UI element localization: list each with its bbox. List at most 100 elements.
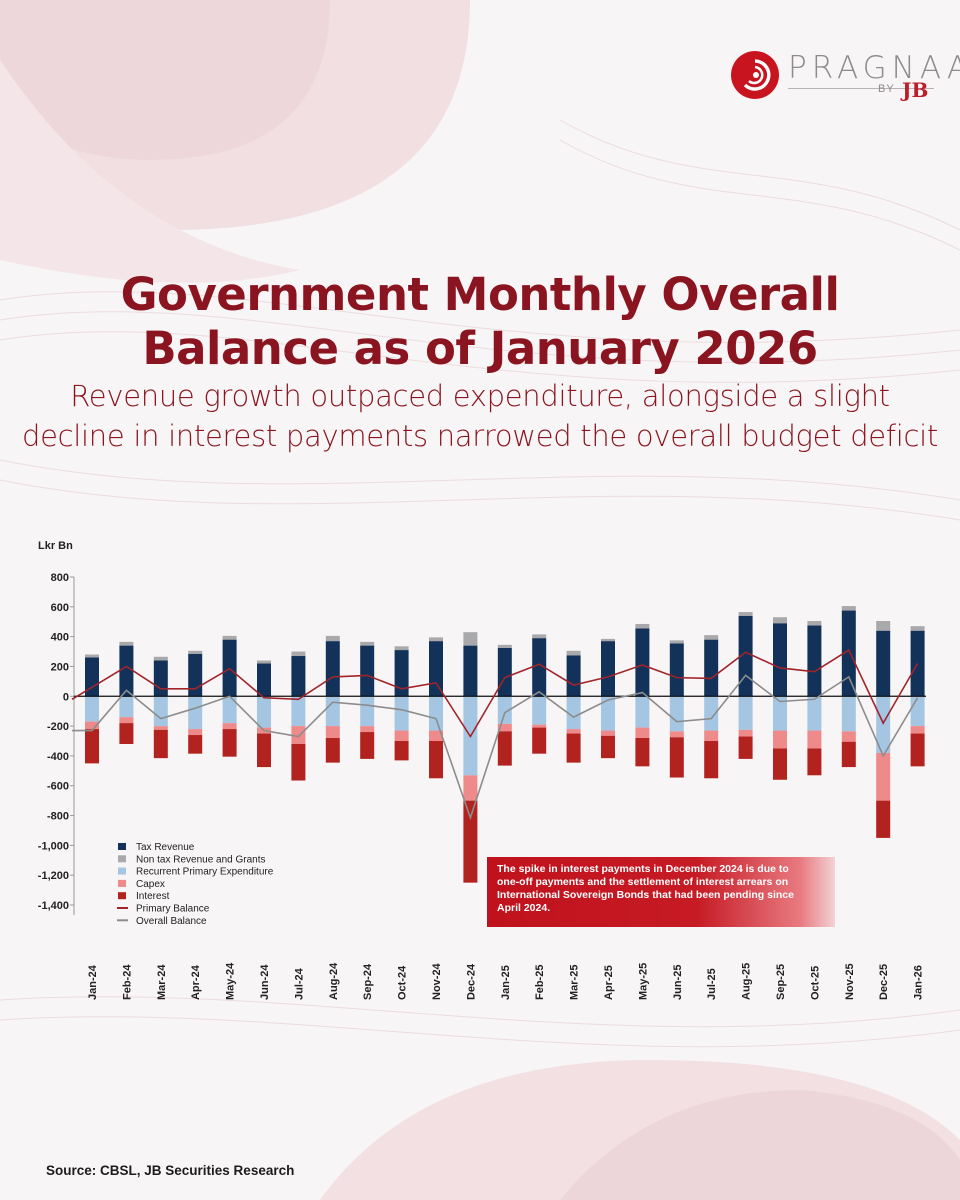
- x-tick-label: Feb-24: [121, 964, 133, 1000]
- bar-capex-nov-25: [841, 731, 856, 742]
- bar-interest-dec-24: [463, 800, 478, 883]
- bar-recurrent-primary-expenditure-mar-24: [153, 696, 168, 727]
- bar-interest-oct-25: [807, 748, 822, 776]
- bar-recurrent-primary-expenditure-jul-24: [291, 696, 306, 727]
- bar-capex-dec-24: [463, 775, 478, 801]
- source-note: Source: CBSL, JB Securities Research: [46, 1163, 295, 1178]
- brand-divider: [788, 88, 934, 89]
- x-tick-label: Jan-26: [913, 965, 925, 1000]
- bar-tax-revenue-may-25: [635, 628, 650, 697]
- bar-recurrent-primary-expenditure-feb-24: [119, 696, 134, 718]
- x-tick-label: Nov-25: [844, 963, 856, 1000]
- bar-tax-revenue-sep-24: [360, 645, 375, 697]
- x-tick-label: Dec-24: [465, 963, 477, 1000]
- bar-interest-may-25: [635, 738, 650, 767]
- bar-recurrent-primary-expenditure-jan-24: [85, 696, 99, 722]
- pragnaa-logo-mark: [731, 51, 779, 99]
- legend-label-recurrent-primary-expenditure: Recurrent Primary Expenditure: [136, 867, 274, 878]
- bar-tax-revenue-feb-25: [532, 638, 547, 697]
- bar-recurrent-primary-expenditure-oct-24: [394, 696, 409, 731]
- title-line-2: Balance as of January 2026: [142, 322, 818, 375]
- bar-tax-revenue-apr-25: [601, 641, 615, 697]
- bar-capex-aug-24: [325, 726, 340, 739]
- legend-label-interest: Interest: [136, 891, 170, 902]
- y-tick-label: -800: [47, 811, 69, 823]
- page-subtitle: Revenue growth outpaced expenditure, alo…: [0, 376, 960, 456]
- bar-capex-aug-25: [738, 729, 753, 737]
- bar-non-tax-revenue-and-grants-jul-24: [291, 651, 306, 657]
- bar-non-tax-revenue-and-grants-mar-24: [153, 656, 168, 661]
- bar-non-tax-revenue-and-grants-jun-25: [669, 640, 684, 644]
- bar-non-tax-revenue-and-grants-feb-25: [532, 634, 547, 639]
- bar-capex-feb-25: [532, 724, 547, 728]
- x-tick-label: Mar-24: [156, 964, 168, 1000]
- bar-capex-may-25: [635, 727, 650, 739]
- bar-recurrent-primary-expenditure-may-25: [635, 696, 650, 728]
- y-tick-label: -1,400: [38, 900, 69, 912]
- bar-non-tax-revenue-and-grants-jun-24: [257, 660, 271, 664]
- bar-interest-jul-24: [291, 743, 306, 781]
- bar-capex-may-24: [222, 723, 237, 730]
- bar-interest-jan-25: [497, 731, 512, 766]
- legend-label-primary-balance: Primary Balance: [136, 904, 210, 915]
- bar-capex-jul-24: [291, 726, 306, 744]
- bar-recurrent-primary-expenditure-nov-24: [429, 696, 443, 731]
- x-tick-label: Dec-25: [878, 964, 890, 1000]
- bar-capex-sep-24: [360, 726, 375, 733]
- y-axis-unit-label: Lkr Bn: [38, 540, 73, 552]
- bar-non-tax-revenue-and-grants-nov-24: [429, 637, 443, 642]
- bar-interest-dec-25: [876, 800, 891, 838]
- x-tick-label: Jan-24: [87, 964, 99, 1000]
- bar-recurrent-primary-expenditure-aug-24: [325, 696, 340, 727]
- bar-recurrent-primary-expenditure-jun-24: [257, 696, 271, 728]
- y-tick-label: 400: [51, 632, 69, 644]
- legend-swatch-non-tax-revenue-and-grants: [118, 855, 126, 863]
- y-tick-label: -1,000: [38, 840, 69, 852]
- legend-swatch-tax-revenue: [118, 843, 126, 850]
- bar-interest-aug-24: [325, 738, 340, 763]
- bar-interest-nov-24: [429, 741, 443, 779]
- y-tick-label: 800: [51, 572, 69, 584]
- bar-non-tax-revenue-and-grants-mar-25: [566, 650, 581, 656]
- bar-interest-apr-24: [188, 735, 203, 754]
- x-tick-label: Jul-24: [293, 967, 305, 1000]
- bar-interest-oct-24: [394, 741, 409, 761]
- bar-capex-feb-24: [119, 717, 134, 724]
- bar-recurrent-primary-expenditure-may-24: [222, 696, 237, 724]
- legend-label-capex: Capex: [136, 879, 165, 890]
- bar-recurrent-primary-expenditure-jul-25: [704, 696, 719, 731]
- bar-capex-mar-25: [566, 729, 581, 734]
- legend-label-overall-balance: Overall Balance: [136, 916, 207, 927]
- bar-tax-revenue-jan-25: [497, 647, 512, 697]
- y-tick-label: 600: [51, 602, 69, 614]
- bar-tax-revenue-oct-25: [807, 625, 822, 697]
- bar-capex-mar-24: [153, 726, 168, 730]
- bar-interest-sep-25: [773, 748, 787, 780]
- bar-capex-jan-26: [910, 726, 925, 734]
- bar-recurrent-primary-expenditure-aug-25: [738, 696, 753, 730]
- balance-chart: Lkr Bn 800 600 400 200 0 -200 -400 -600 -800 -1,00…: [38, 540, 926, 1000]
- bar-tax-revenue-oct-24: [394, 650, 409, 697]
- bar-interest-jan-24: [85, 729, 99, 764]
- page-title: Government Monthly Overall Balance as of…: [0, 268, 960, 376]
- bar-non-tax-revenue-and-grants-aug-24: [325, 635, 340, 642]
- bar-interest-sep-24: [360, 732, 375, 759]
- bar-interest-jun-24: [257, 733, 271, 768]
- bar-tax-revenue-apr-24: [188, 653, 203, 697]
- bar-interest-feb-25: [532, 727, 547, 754]
- y-tick-label: -400: [47, 751, 69, 763]
- x-tick-label: Apr-24: [190, 964, 202, 1000]
- x-tick-label: May-25: [637, 963, 649, 1000]
- x-tick-label: May-24: [225, 962, 237, 1000]
- bar-interest-jul-25: [704, 741, 719, 779]
- bar-non-tax-revenue-and-grants-oct-24: [394, 646, 409, 651]
- bar-tax-revenue-dec-25: [876, 630, 891, 697]
- bar-interest-feb-24: [119, 723, 134, 744]
- x-tick-label: Sep-25: [775, 964, 787, 1000]
- bar-capex-nov-24: [429, 730, 443, 741]
- bar-capex-apr-24: [188, 729, 203, 736]
- bar-interest-jun-25: [669, 737, 684, 778]
- x-tick-label: Apr-25: [603, 965, 615, 1000]
- bar-interest-may-24: [222, 729, 237, 757]
- bar-tax-revenue-feb-24: [119, 645, 134, 697]
